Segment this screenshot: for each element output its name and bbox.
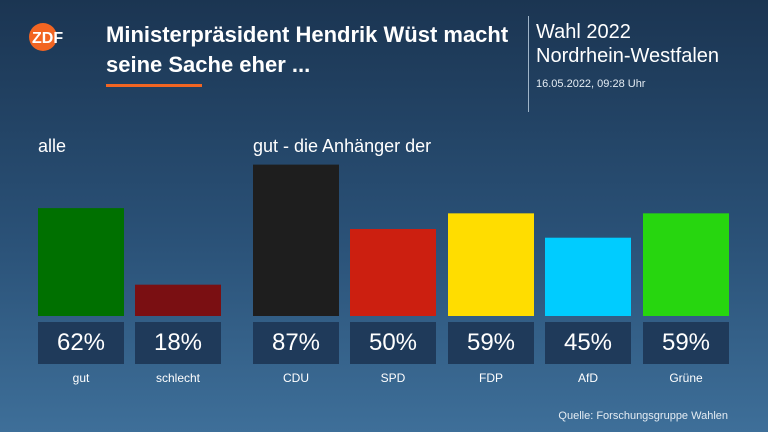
zdf-logo: ZDF (29, 23, 63, 51)
value-label-gut: 62% (38, 322, 124, 364)
category-label-gut: gut (72, 371, 90, 385)
value-label-schlecht: 18% (135, 322, 221, 364)
logo-text: ZDF (32, 30, 63, 47)
value-label-fdp: 59% (448, 322, 534, 364)
group-label-supporters: gut - die Anhänger der (253, 136, 432, 156)
source-note: Quelle: Forschungsgruppe Wahlen (558, 410, 728, 422)
bar-afd (545, 237, 631, 316)
bar-fdp (448, 213, 534, 316)
bar-schlecht (135, 284, 221, 316)
election-region: Nordrhein-Westfalen (536, 45, 720, 67)
title-underline (106, 84, 202, 87)
group-label-all: alle (38, 136, 67, 156)
bar-gut (38, 208, 124, 316)
bar-spd (350, 229, 436, 316)
category-label-cdu: CDU (283, 371, 309, 385)
bar-cdu (253, 164, 339, 316)
category-label-afd: AfD (577, 371, 598, 385)
election-year: Wahl 2022 (536, 21, 631, 43)
value-label-afd: 45% (545, 322, 631, 364)
election-info: Wahl 2022 Nordrhein-Westfalen (536, 20, 719, 68)
bar-grüne (643, 213, 729, 316)
category-label-schlecht: schlecht (155, 371, 201, 385)
value-label-cdu: 87% (253, 322, 339, 364)
value-label-grüne: 59% (643, 322, 729, 364)
category-label-fdp: FDP (479, 371, 503, 385)
category-label-spd: SPD (380, 371, 406, 385)
value-label-spd: 50% (350, 322, 436, 364)
chart-title: Ministerpräsident Hendrik Wüst macht sei… (106, 22, 509, 77)
timestamp: 16.05.2022, 09:28 Uhr (536, 78, 646, 90)
header-divider (528, 16, 529, 112)
category-label-grüne: Grüne (669, 371, 703, 385)
